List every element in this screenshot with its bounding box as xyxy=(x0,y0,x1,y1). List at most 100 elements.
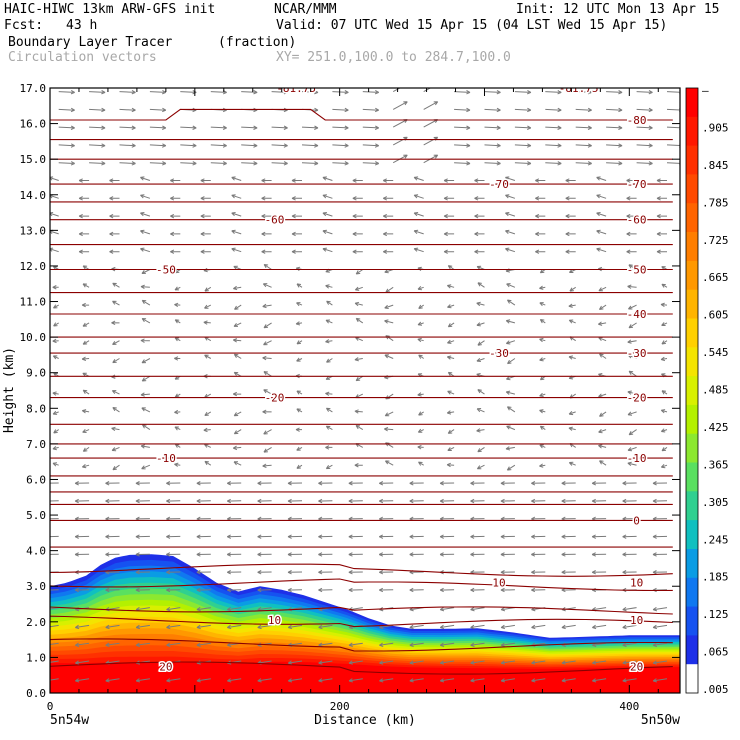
circulation-vector xyxy=(141,407,151,413)
circulation-vector xyxy=(598,393,607,398)
circulation-vector xyxy=(454,125,471,130)
circulation-vector xyxy=(291,231,302,237)
circulation-vector xyxy=(591,570,607,575)
circulation-vector xyxy=(200,249,211,254)
circulation-vector xyxy=(174,286,181,291)
circulation-vector xyxy=(105,678,120,683)
colorbar-label: .785 xyxy=(702,196,729,209)
circulation-vector xyxy=(535,249,546,254)
circulation-vector xyxy=(78,196,90,201)
colorbar-label: .545 xyxy=(702,346,729,359)
circulation-vector xyxy=(379,678,394,683)
circulation-vector xyxy=(227,606,242,612)
circulation-vector xyxy=(196,606,211,612)
circulation-vector xyxy=(592,660,607,665)
circulation-vector xyxy=(439,678,455,683)
circulation-vector xyxy=(636,89,653,95)
circulation-vector xyxy=(112,358,120,364)
contour-label: -30 xyxy=(627,347,647,360)
temperature-contour xyxy=(50,615,673,628)
colorbar-label: .605 xyxy=(702,309,729,322)
circulation-vector xyxy=(204,411,212,416)
circulation-vector xyxy=(203,427,211,433)
circulation-vector xyxy=(82,265,90,270)
circulation-vector xyxy=(166,498,181,504)
circulation-vector xyxy=(505,247,516,253)
circulation-vector xyxy=(119,125,136,130)
circulation-vector xyxy=(226,498,242,504)
circulation-vector xyxy=(226,570,242,575)
circulation-vector xyxy=(500,678,515,683)
circulation-vector xyxy=(661,322,668,326)
circulation-vector xyxy=(409,660,424,665)
circulation-vector xyxy=(443,249,455,254)
circulation-vector xyxy=(166,606,181,612)
circulation-vector xyxy=(447,322,455,328)
circulation-vector xyxy=(291,249,302,254)
circulation-vector xyxy=(382,196,394,201)
circulation-vector xyxy=(561,498,576,504)
vector-label: Circulation vectors xyxy=(8,50,157,65)
circulation-vector xyxy=(50,482,59,484)
circulation-vector xyxy=(174,426,181,431)
circulation-vector xyxy=(531,678,546,683)
circulation-vector xyxy=(470,587,485,593)
circulation-vector xyxy=(622,534,637,539)
x-tick-label: 200 xyxy=(330,700,350,713)
circulation-vector xyxy=(531,552,546,557)
circulation-vector xyxy=(332,161,349,166)
circulation-vector xyxy=(135,624,150,630)
circulation-vector xyxy=(301,125,319,130)
circulation-vector xyxy=(378,570,394,575)
circulation-vector xyxy=(660,428,668,433)
circulation-vector xyxy=(507,358,516,365)
circulation-vector xyxy=(257,552,272,557)
contour-label: -70 xyxy=(627,178,647,191)
circulation-vector xyxy=(626,196,637,201)
circulation-vector xyxy=(89,143,106,148)
circulation-vector xyxy=(318,587,333,593)
contour-label: 10 xyxy=(630,614,643,627)
circulation-vector xyxy=(234,304,242,310)
circulation-vector xyxy=(74,552,90,557)
circulation-vector xyxy=(325,425,333,431)
circulation-vector xyxy=(447,339,455,344)
circulation-vector xyxy=(50,500,59,502)
circulation-vector xyxy=(262,463,272,468)
circulation-vector xyxy=(362,125,380,130)
circulation-vector xyxy=(295,321,303,326)
circulation-vector xyxy=(474,178,485,183)
circulation-vector xyxy=(348,534,363,539)
circulation-vector xyxy=(661,283,668,288)
circulation-vector xyxy=(500,660,515,665)
circulation-vector xyxy=(500,570,515,575)
circulation-vector xyxy=(295,427,302,432)
circulation-vector xyxy=(325,284,333,289)
circulation-vector xyxy=(112,300,120,306)
circulation-vector xyxy=(82,446,90,452)
circulation-vector xyxy=(484,125,501,130)
circulation-vector xyxy=(354,286,363,291)
circulation-vector xyxy=(575,89,592,95)
circulation-vector xyxy=(119,161,136,166)
circulation-vector xyxy=(52,391,59,396)
circulation-vector xyxy=(82,340,90,345)
circulation-vector xyxy=(89,125,106,130)
circulation-vector xyxy=(622,660,637,665)
circulation-vector xyxy=(561,534,576,539)
circulation-vector xyxy=(135,534,150,539)
circulation-vector xyxy=(105,498,120,504)
circulation-vector xyxy=(257,498,272,504)
circulation-vector xyxy=(418,461,424,466)
circulation-vector xyxy=(500,587,515,593)
circulation-vector xyxy=(180,125,197,130)
model-title: HAIC-HIWC 13km ARW-GFS init xyxy=(4,2,216,17)
circulation-vector xyxy=(439,587,455,593)
circulation-vector xyxy=(627,446,637,452)
circulation-vector xyxy=(141,464,151,470)
circulation-vector xyxy=(166,570,181,575)
circulation-vector xyxy=(378,498,394,504)
circulation-vector xyxy=(318,498,333,504)
circulation-vector xyxy=(263,429,272,435)
circulation-vector xyxy=(109,213,120,219)
